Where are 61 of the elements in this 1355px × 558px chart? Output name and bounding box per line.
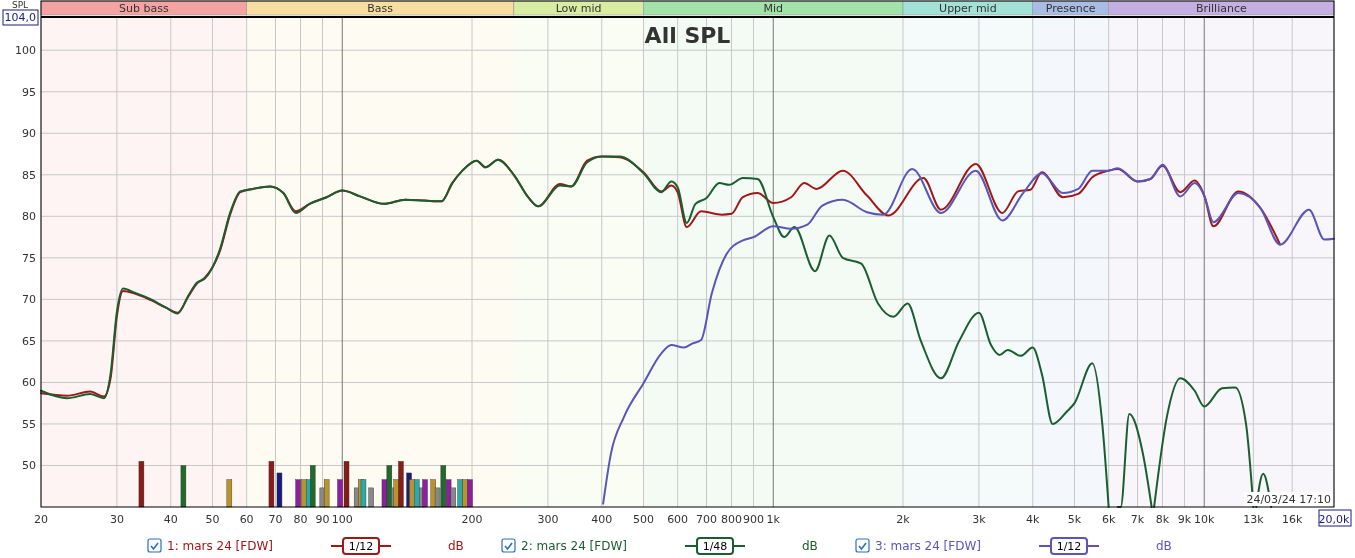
y-tick-label: 50 (22, 459, 36, 473)
x-tick-label: 70 (268, 513, 283, 526)
y-tick-label: 85 (22, 168, 36, 182)
x-tick-label: 900 (743, 513, 765, 526)
x-tick-label: 30 (109, 513, 124, 526)
y-tick-label: 70 (22, 293, 36, 307)
y-tick-label: 65 (22, 334, 36, 348)
band-label: Brilliance (1195, 2, 1247, 15)
x-tick-label: 5k (1067, 513, 1082, 526)
x-tick-label: 50 (205, 513, 220, 526)
x-tick-label: 90 (315, 513, 330, 526)
band-label: Sub bass (119, 2, 169, 15)
text: 1: mars 24 [FDW] (167, 539, 273, 553)
band-label: Low mid (555, 2, 602, 15)
x-tick-label: 7k (1130, 513, 1145, 526)
x-tick-label: 2k (896, 513, 911, 526)
x-tick-label: 600 (667, 513, 689, 526)
text: 1/12 (348, 540, 374, 553)
chart-title: All SPL (644, 23, 731, 48)
x-tick-label: 13k (1243, 513, 1265, 526)
y-tick-label: 90 (22, 127, 36, 141)
y-tick-label: 55 (22, 417, 36, 431)
y-axis-title: SPL (11, 0, 29, 10)
x-tick-label: 10k (1194, 513, 1216, 526)
y-tick-label: 75 (22, 251, 36, 265)
x-tick-label: 3k (972, 513, 987, 526)
x-tick-label: 100 (331, 513, 353, 526)
band-label: Presence (1045, 2, 1096, 15)
text: 2: mars 24 [FDW] (521, 539, 627, 553)
band-label: Bass (367, 2, 394, 15)
text: 1/48 (702, 540, 728, 553)
x-tick-label: 20,0k (1318, 513, 1351, 526)
text: 3: mars 24 [FDW] (875, 539, 981, 553)
x-tick-label: 200 (461, 513, 483, 526)
x-tick-label: 4k (1026, 513, 1041, 526)
band-label: Upper mid (939, 2, 997, 15)
y-tick-label: 104,0 (4, 11, 36, 24)
x-tick-label: 1k (766, 513, 781, 526)
text: 1/12 (1056, 540, 1082, 553)
y-tick-label: 80 (22, 210, 36, 224)
x-tick-label: 300 (537, 513, 559, 526)
x-tick-label: 60 (239, 513, 254, 526)
band-label: Mid (763, 2, 784, 15)
x-tick-label: 16k (1282, 513, 1304, 526)
annotation: 24/03/24 17:10 (1246, 493, 1331, 506)
y-tick-label: 60 (22, 376, 36, 390)
y-tick-label: 100 (15, 44, 36, 58)
text: dB (1156, 539, 1172, 553)
text: dB (448, 539, 464, 553)
x-tick-label: 500 (633, 513, 655, 526)
x-tick-label: 8k (1155, 513, 1170, 526)
x-tick-label: 80 (293, 513, 308, 526)
x-tick-label: 400 (591, 513, 613, 526)
x-tick-label: 800 (720, 513, 742, 526)
x-tick-label: 700 (695, 513, 717, 526)
x-tick-label: 9k (1177, 513, 1192, 526)
x-tick-label: 6k (1101, 513, 1116, 526)
text: dB (802, 539, 818, 553)
y-tick-label: 95 (22, 85, 36, 99)
x-tick-label: 20 (34, 513, 48, 526)
x-tick-label: 40 (163, 513, 178, 526)
